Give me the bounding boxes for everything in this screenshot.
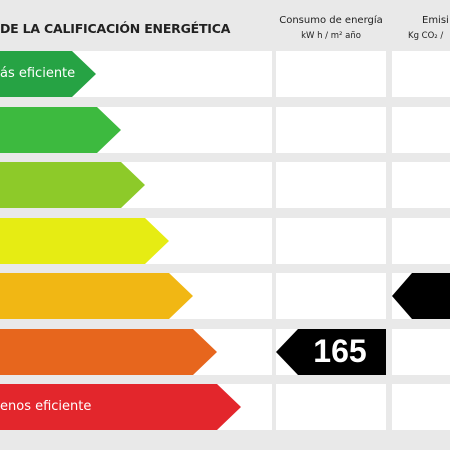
energy-value-cell: 165 (276, 329, 386, 375)
rating-arrow (0, 218, 169, 264)
emissions-column-header: Emisi Kg CO₂ / (392, 15, 450, 41)
rating-bar-row: ás eficiente (0, 51, 272, 97)
rating-arrow (0, 51, 96, 97)
energy-indicator-value: 165 (313, 333, 367, 369)
rating-bar-row: enos eficiente (0, 384, 272, 430)
emissions-value-cell (392, 51, 450, 97)
energy-value-cell (276, 218, 386, 264)
rating-arrow (0, 273, 193, 319)
energy-column-unit: kW h / m² año (301, 31, 361, 41)
energy-value-cell (276, 162, 386, 208)
emissions-value-cell (392, 107, 450, 153)
emissions-column-title: Emisi (422, 15, 449, 26)
rating-arrow-label: enos eficiente (0, 399, 92, 414)
energy-value-cell (276, 51, 386, 97)
energy-value-cell (276, 107, 386, 153)
rating-arrow (0, 329, 217, 375)
emissions-indicator-arrow (392, 273, 450, 323)
energy-value-cell (276, 384, 386, 430)
rating-bar-row (0, 162, 272, 208)
emissions-value-cell (392, 273, 450, 319)
emissions-value-cell (392, 218, 450, 264)
rating-arrow (0, 107, 121, 153)
rating-bar-row (0, 218, 272, 264)
rating-arrow-label: ás eficiente (0, 66, 76, 81)
energy-column-title: Consumo de energía (279, 15, 383, 26)
rating-bar-row (0, 329, 272, 375)
rating-bar-row (0, 107, 272, 153)
emissions-value-cell (392, 329, 450, 375)
emissions-column-unit: Kg CO₂ / (408, 31, 444, 41)
emissions-value-cell (392, 384, 450, 430)
rating-arrow (0, 384, 241, 430)
energy-value-cell (276, 273, 386, 319)
emissions-value-cell (392, 162, 450, 208)
energy-column-header: Consumo de energía kW h / m² año (276, 15, 386, 41)
rating-arrow (0, 162, 145, 208)
rating-bar-row (0, 273, 272, 319)
label-title: DE LA CALIFICACIÓN ENERGÉTICA (0, 21, 231, 36)
energy-indicator-arrow: 165 (276, 329, 386, 379)
